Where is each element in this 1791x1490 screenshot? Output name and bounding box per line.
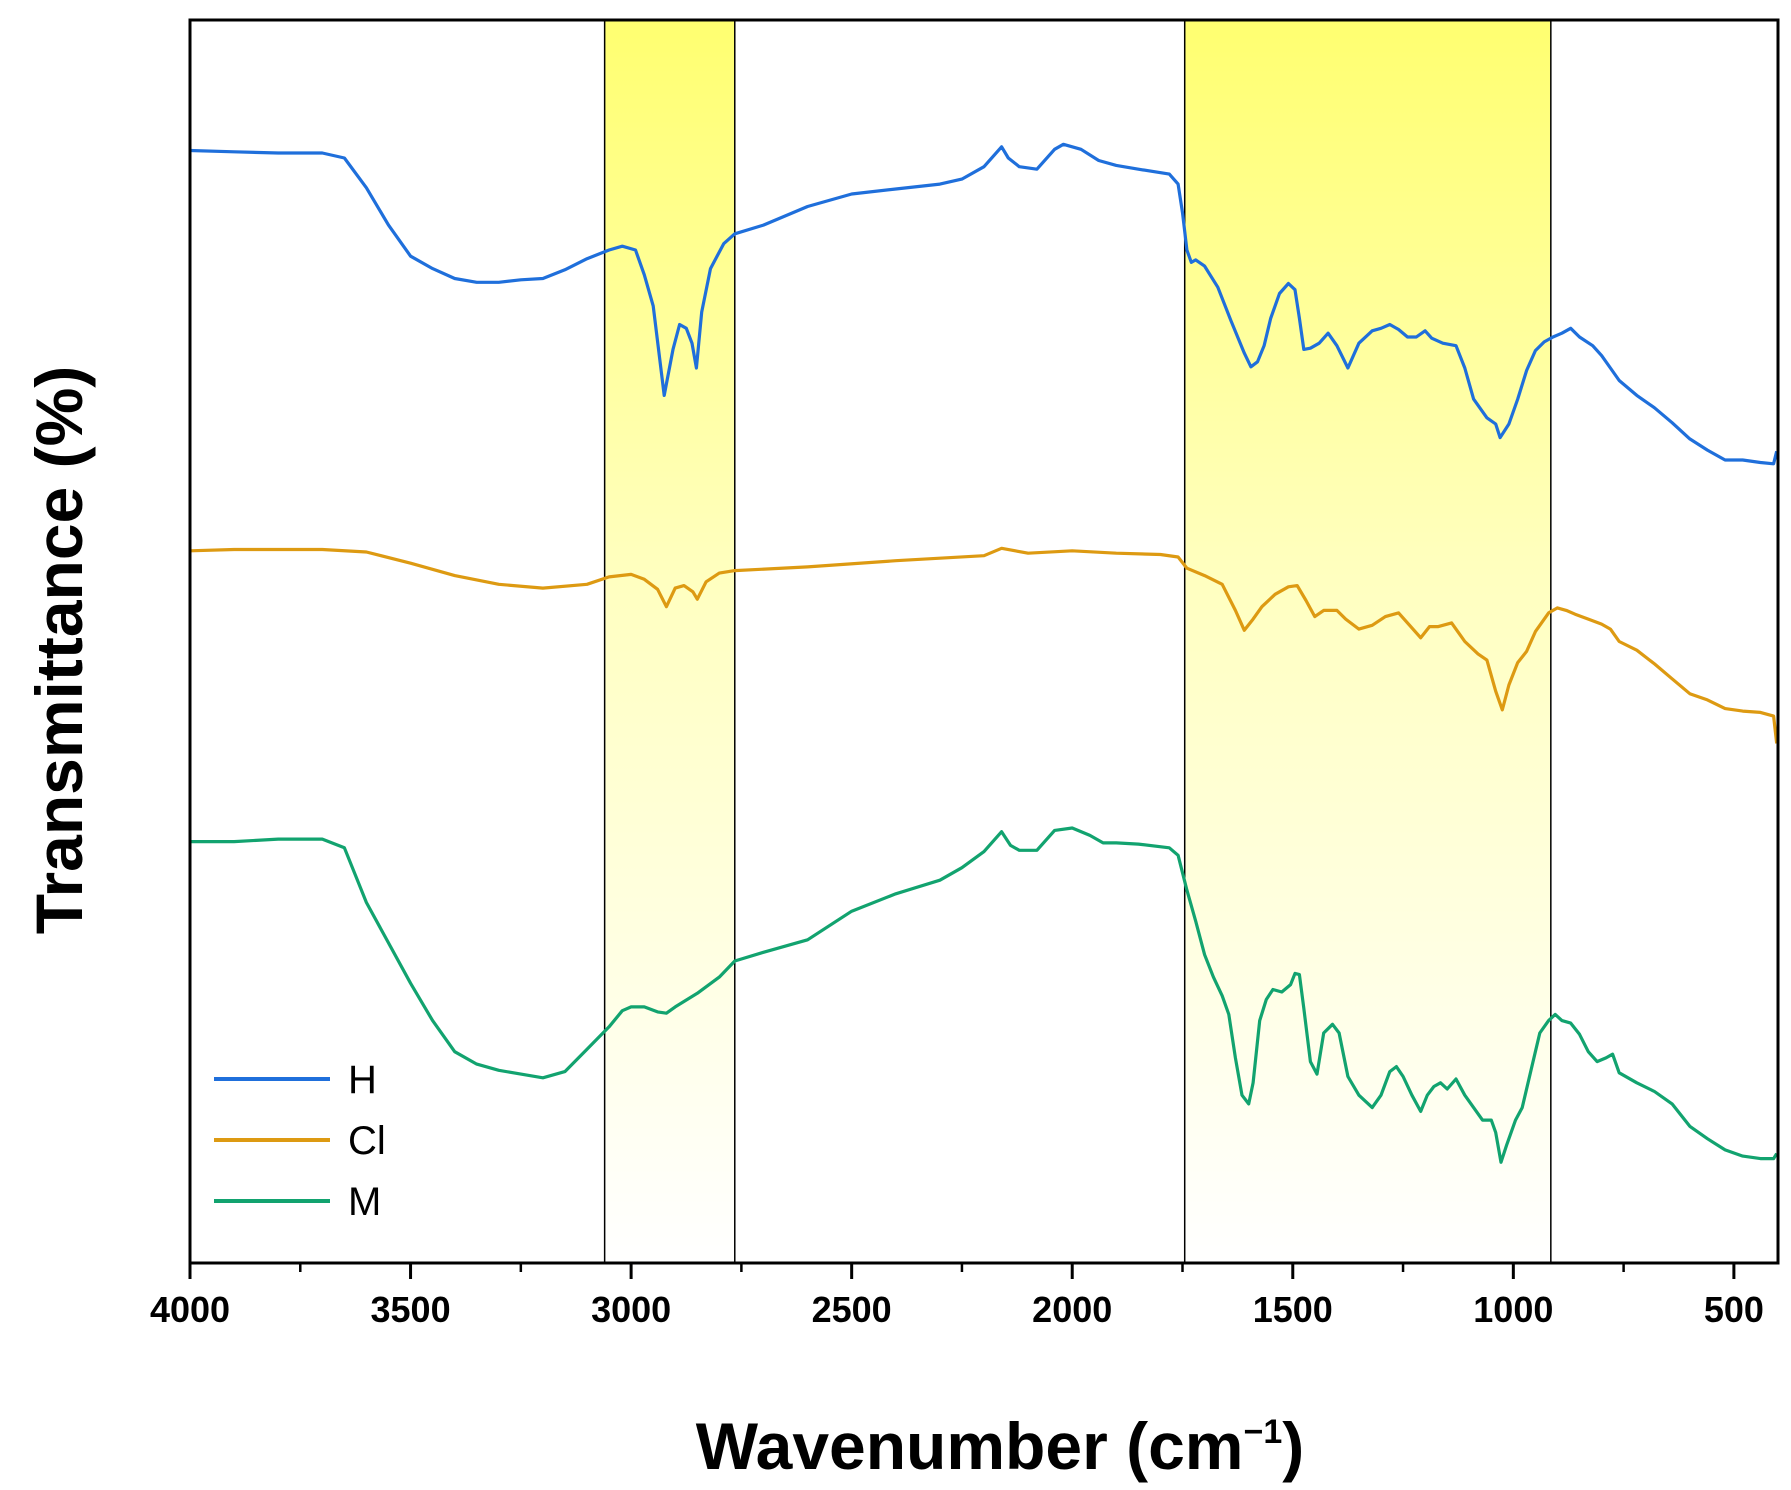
x-axis-ticks: 4000 3500 3000 2500 2000 1500 1000 500: [150, 1263, 1764, 1330]
x-tick-label-1000: 1000: [1473, 1289, 1553, 1330]
series-line-h: [190, 142, 1778, 466]
x-axis-title-close: ): [1282, 1409, 1304, 1483]
legend-label-m: M: [348, 1180, 381, 1224]
legend: H Cl M: [214, 1058, 386, 1224]
x-tick-label-500: 500: [1704, 1289, 1764, 1330]
x-tick-label-2500: 2500: [812, 1289, 892, 1330]
x-tick-label-3000: 3000: [591, 1289, 671, 1330]
x-axis-title-superscript: −1: [1243, 1413, 1282, 1451]
series-line-m: [190, 826, 1778, 1164]
x-tick-label-4000: 4000: [150, 1289, 230, 1330]
plot-frame: [188, 18, 1780, 1265]
x-tick-label-1500: 1500: [1253, 1289, 1333, 1330]
x-axis-title: Wavenumber (cm−1): [696, 1409, 1304, 1483]
legend-label-cl: Cl: [348, 1119, 386, 1163]
highlight-bands: [603, 20, 1552, 1263]
x-tick-label-3500: 3500: [371, 1289, 451, 1330]
highlight-band-0: [604, 20, 735, 1263]
highlight-band-1: [1184, 20, 1551, 1263]
legend-label-h: H: [348, 1058, 377, 1102]
y-axis-title: Transmittance (%): [22, 366, 96, 934]
series-line-cl: [190, 546, 1778, 744]
x-axis-title-main: Wavenumber (cm: [696, 1409, 1244, 1483]
x-tick-label-2000: 2000: [1032, 1289, 1112, 1330]
data-series-group: [190, 142, 1778, 1164]
